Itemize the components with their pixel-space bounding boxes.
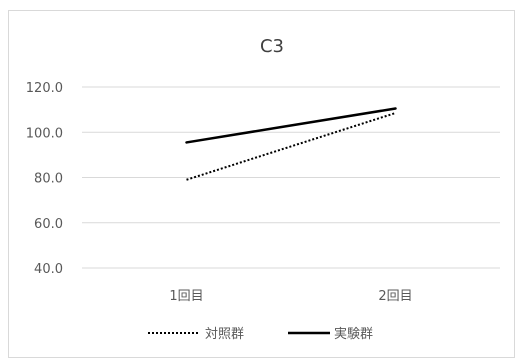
y-tick-label: 100.0: [26, 126, 63, 141]
legend: 対照群 実験群: [148, 326, 373, 342]
series-line-2: [185, 107, 397, 144]
x-tick-label: 1回目: [169, 289, 203, 304]
y-tick-label: 120.0: [26, 81, 63, 96]
legend-label-2: 実験群: [334, 326, 373, 342]
x-tick-label: 2回目: [378, 289, 412, 304]
legend-label-1: 対照群: [205, 327, 244, 342]
chart-title: C3: [260, 36, 284, 57]
series-line-1: [186, 112, 396, 181]
y-tick-label: 60.0: [34, 217, 63, 232]
series-lines: [185, 107, 397, 181]
y-tick-label: 40.0: [34, 262, 63, 277]
chart-area: [8, 10, 515, 358]
gridlines: [82, 86, 500, 269]
y-axis-ticks: 120.0 100.0 80.0 60.0 40.0: [26, 81, 63, 277]
x-axis-ticks: 1回目 2回目: [169, 289, 412, 304]
y-tick-label: 80.0: [34, 172, 63, 187]
